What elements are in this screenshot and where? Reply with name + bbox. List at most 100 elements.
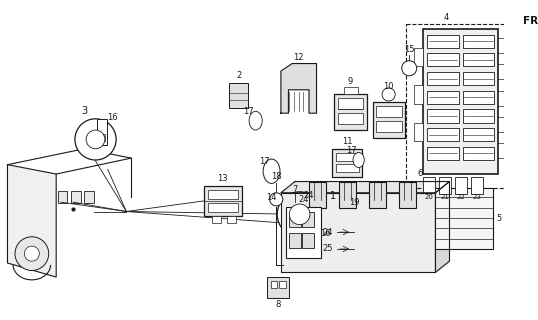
Bar: [414, 123, 423, 141]
Bar: [406, 24, 511, 188]
Text: 24: 24: [304, 191, 314, 200]
Bar: [338, 98, 363, 109]
Text: FR.: FR.: [523, 16, 538, 27]
Bar: [463, 53, 494, 66]
Bar: [84, 191, 94, 203]
Circle shape: [24, 246, 39, 261]
Bar: [427, 53, 459, 66]
Circle shape: [75, 119, 116, 160]
Text: 8: 8: [275, 300, 281, 309]
Text: 18: 18: [271, 172, 281, 181]
Bar: [318, 199, 328, 231]
Ellipse shape: [249, 111, 262, 130]
Text: 1: 1: [330, 191, 336, 201]
Bar: [463, 128, 494, 141]
Text: 15: 15: [404, 45, 414, 54]
Text: 21: 21: [441, 195, 449, 200]
Text: 24: 24: [322, 228, 332, 236]
Bar: [426, 188, 493, 249]
Text: 17: 17: [259, 157, 270, 166]
Text: 11: 11: [342, 137, 353, 146]
Bar: [463, 35, 494, 48]
Bar: [332, 149, 363, 177]
Bar: [399, 181, 416, 208]
Bar: [498, 65, 507, 79]
Circle shape: [86, 130, 105, 149]
Polygon shape: [8, 165, 56, 277]
Bar: [498, 38, 507, 53]
Text: 24: 24: [298, 195, 309, 204]
Text: 9: 9: [348, 77, 353, 86]
Text: 19: 19: [349, 198, 359, 207]
Polygon shape: [435, 181, 449, 272]
Bar: [344, 87, 358, 94]
Bar: [302, 212, 314, 228]
Bar: [336, 153, 359, 161]
Bar: [226, 216, 236, 223]
Bar: [463, 147, 494, 160]
Bar: [423, 177, 435, 194]
Bar: [427, 109, 459, 123]
Bar: [271, 281, 277, 288]
Text: 14: 14: [266, 193, 277, 202]
Bar: [423, 29, 498, 174]
Bar: [336, 164, 359, 172]
Bar: [289, 212, 301, 228]
Bar: [334, 94, 367, 130]
Bar: [71, 191, 81, 203]
Circle shape: [402, 61, 417, 76]
Text: 3: 3: [81, 106, 87, 116]
Text: 6: 6: [418, 169, 423, 178]
Bar: [427, 35, 459, 48]
Bar: [289, 233, 301, 248]
Bar: [58, 191, 67, 203]
Circle shape: [15, 237, 49, 270]
Bar: [427, 72, 459, 85]
Bar: [281, 193, 435, 272]
Bar: [279, 281, 286, 288]
Bar: [97, 119, 107, 145]
Bar: [463, 91, 494, 104]
Bar: [463, 72, 494, 85]
Bar: [267, 277, 289, 298]
Polygon shape: [281, 64, 316, 113]
Polygon shape: [281, 181, 449, 193]
Bar: [455, 177, 468, 194]
Text: 7: 7: [292, 186, 298, 195]
Text: 16: 16: [107, 113, 118, 122]
Bar: [208, 203, 238, 212]
Bar: [414, 85, 423, 104]
Text: 10: 10: [384, 83, 394, 92]
Bar: [414, 48, 423, 66]
Bar: [427, 91, 459, 104]
Text: 22: 22: [456, 195, 465, 200]
Bar: [100, 134, 105, 141]
Bar: [471, 177, 483, 194]
Bar: [339, 181, 356, 208]
Circle shape: [270, 193, 283, 206]
Text: 4: 4: [444, 13, 449, 22]
Bar: [498, 117, 507, 132]
Bar: [463, 109, 494, 123]
Bar: [377, 106, 402, 117]
Bar: [286, 207, 321, 258]
Bar: [211, 216, 221, 223]
Circle shape: [277, 192, 322, 237]
Text: 25: 25: [322, 244, 332, 253]
Bar: [338, 113, 363, 124]
Text: 17: 17: [243, 107, 253, 116]
Ellipse shape: [353, 153, 364, 167]
Text: 20: 20: [424, 195, 433, 200]
Text: 5: 5: [497, 214, 502, 223]
Bar: [302, 233, 314, 248]
Bar: [498, 91, 507, 106]
Circle shape: [289, 204, 310, 225]
Text: 17: 17: [346, 146, 357, 155]
Text: 12: 12: [293, 53, 304, 62]
Bar: [204, 186, 242, 216]
Bar: [498, 143, 507, 158]
Bar: [427, 147, 459, 160]
Bar: [439, 177, 451, 194]
Bar: [369, 181, 386, 208]
Bar: [373, 102, 406, 138]
